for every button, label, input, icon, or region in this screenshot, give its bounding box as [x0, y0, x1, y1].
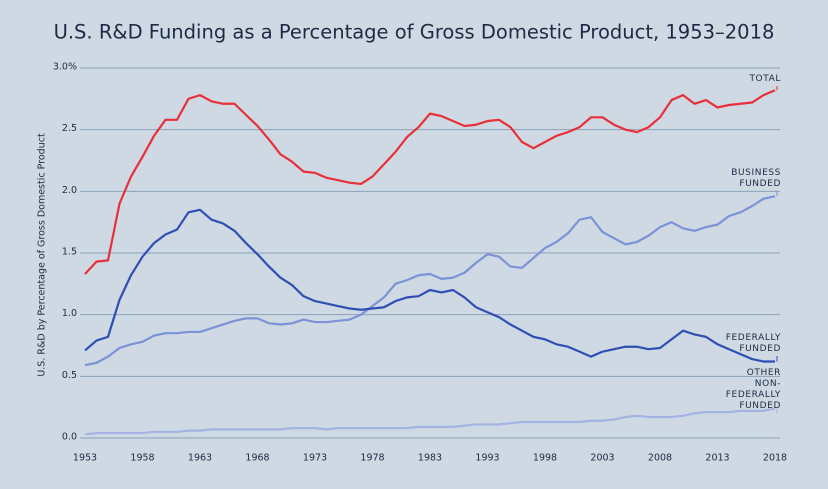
y-tick-label: 2.5: [62, 123, 77, 134]
x-tick-label: 1968: [245, 453, 269, 464]
series-label: TOTAL: [749, 74, 781, 84]
line: [84, 89, 776, 275]
x-tick-label: 2008: [648, 453, 672, 464]
series-label: OTHER NON-FEDERALLY FUNDED: [725, 368, 782, 411]
x-tick-label: 2013: [705, 453, 729, 464]
x-tick-label: 1963: [188, 453, 212, 464]
y-tick-label: 1.0: [62, 308, 77, 319]
x-tick-label: 1998: [533, 453, 557, 464]
y-tick-label: 0.5: [62, 370, 77, 381]
y-tick-label: 0.0: [62, 432, 77, 443]
x-tick-label: 1953: [73, 453, 97, 464]
y-tick-label: 2.0: [62, 185, 77, 196]
x-tick-label: 2018: [763, 453, 787, 464]
y-axis-label: U.S. R&D by Percentage of Gross Domestic…: [37, 133, 48, 377]
series-label: BUSINESS FUNDED: [731, 168, 781, 189]
x-tick-label: 2003: [590, 453, 614, 464]
y-tick-label: 3.0%: [53, 62, 77, 73]
line: [84, 208, 775, 363]
x-tick-label: 1978: [360, 453, 384, 464]
line: [84, 195, 776, 367]
x-tick-label: 1958: [130, 453, 154, 464]
x-tick-label: 1983: [418, 453, 442, 464]
x-tick-label: 1973: [303, 453, 327, 464]
chart-title: U.S. R&D Funding as a Percentage of Gros…: [54, 21, 775, 44]
series-label: FEDERALLY FUNDED: [725, 333, 781, 354]
y-tick-label: 1.5: [62, 247, 77, 258]
x-tick-label: 1993: [475, 453, 499, 464]
line: [84, 407, 776, 436]
